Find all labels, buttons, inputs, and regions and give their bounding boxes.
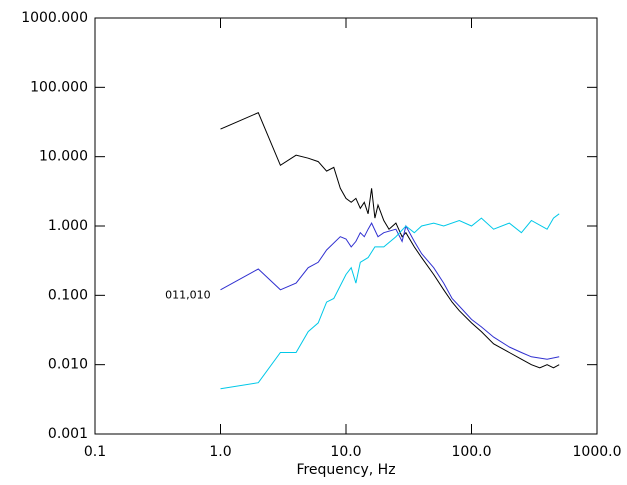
- x-axis-label: Frequency, Hz: [296, 462, 395, 478]
- x-tick-label: 10.0: [330, 444, 361, 460]
- y-tick-label: 1.000: [48, 218, 88, 234]
- x-tick-label: 1.0: [209, 444, 231, 460]
- y-tick-label: 100.000: [30, 79, 88, 95]
- annotation: 011,010: [165, 288, 211, 301]
- x-tick-label: 1000.0: [573, 444, 622, 460]
- plot-frame: [94, 17, 598, 435]
- y-tick-label: 0.100: [48, 287, 88, 303]
- y-tick-label: 0.010: [48, 357, 88, 373]
- series-line: [220, 213, 560, 390]
- y-tick-label: 0.001: [48, 426, 88, 442]
- y-tick-label: 10.000: [39, 149, 88, 165]
- series-line: [220, 112, 560, 369]
- y-tick-label: 1000.000: [21, 10, 88, 26]
- series-line: [220, 222, 560, 360]
- x-tick-label: 0.1: [84, 444, 106, 460]
- x-tick-label: 100.0: [451, 444, 491, 460]
